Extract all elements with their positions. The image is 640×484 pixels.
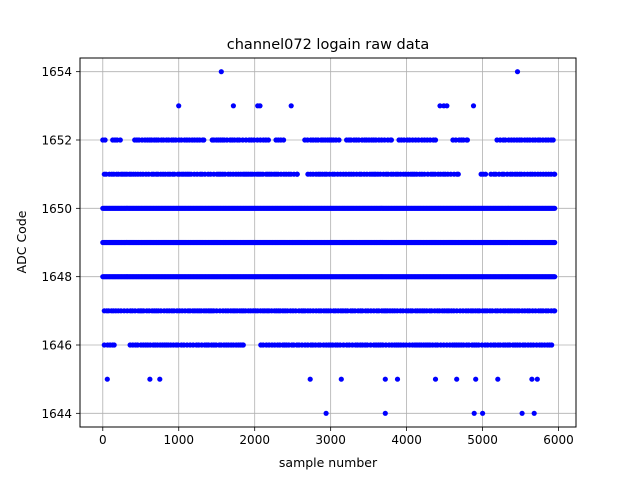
data-point [550, 137, 556, 143]
data-point [147, 376, 153, 382]
data-point [480, 410, 486, 416]
data-point [102, 137, 108, 143]
data-point [455, 171, 461, 177]
data-point [519, 410, 525, 416]
plot-frame [79, 57, 577, 428]
data-point [495, 376, 501, 382]
data-point [176, 103, 182, 109]
data-point [483, 171, 489, 177]
data-point [294, 171, 300, 177]
data-point [394, 376, 401, 382]
data-point [265, 137, 271, 143]
data-point [336, 137, 342, 143]
y-tick-label: 1652 [41, 134, 72, 148]
x-tick-label: 1000 [163, 433, 194, 447]
data-point [111, 342, 117, 348]
x-tick-label: 2000 [239, 433, 270, 447]
data-point [240, 342, 246, 348]
data-point [552, 274, 558, 280]
data-point [437, 103, 443, 109]
y-tick-label: 1644 [41, 407, 72, 421]
data-point [432, 376, 439, 382]
y-tick-label: 1646 [41, 339, 72, 353]
y-tick-label: 1648 [41, 270, 72, 284]
data-point [432, 137, 439, 143]
data-point [382, 376, 388, 382]
data-point [388, 137, 394, 143]
y-axis-ticks: 1644 1646 1648 1650 1652 1654 [41, 65, 80, 421]
data-point [464, 137, 470, 143]
data-point [444, 103, 450, 109]
data-point [552, 239, 558, 246]
data-point [471, 410, 477, 416]
data-point [117, 137, 123, 143]
data-point [281, 137, 287, 143]
data-point [230, 103, 236, 109]
x-tick-label: 6000 [543, 433, 574, 447]
y-tick-label: 1654 [41, 65, 72, 79]
x-tick-label: 5000 [467, 433, 498, 447]
y-tick-label: 1650 [41, 202, 72, 216]
data-point [534, 376, 540, 382]
x-tick-label: 0 [99, 433, 107, 447]
data-point [382, 410, 388, 416]
x-axis-label: sample number [279, 455, 378, 470]
chart-title: channel072 logain raw data [227, 37, 429, 53]
data-point [552, 171, 558, 177]
data-point [307, 376, 313, 382]
data-point [218, 69, 224, 75]
data-point [549, 342, 555, 348]
x-tick-label: 3000 [315, 433, 346, 447]
data-point [157, 376, 163, 382]
data-point [514, 69, 521, 75]
data-point [338, 376, 344, 382]
data-point [288, 103, 294, 109]
data-point [529, 376, 535, 382]
x-axis-ticks: 0 1000 2000 3000 4000 5000 6000 [99, 427, 574, 447]
data-point [201, 137, 207, 143]
data-point [473, 376, 479, 382]
y-axis-label: ADC Code [14, 210, 29, 273]
data-points [100, 69, 558, 416]
data-point [454, 376, 460, 382]
data-point [104, 376, 110, 382]
data-point [531, 410, 537, 416]
data-point [323, 410, 329, 416]
data-point [257, 103, 263, 109]
data-point [552, 205, 558, 211]
data-point [552, 308, 558, 314]
x-tick-label: 4000 [391, 433, 422, 447]
data-point [470, 103, 477, 109]
